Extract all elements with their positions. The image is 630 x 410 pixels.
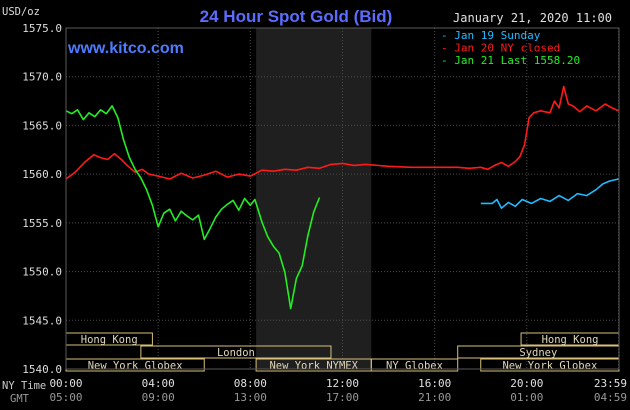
series-line-0	[480, 178, 619, 209]
x-tick-gmt-label-5: 01:00	[510, 391, 543, 404]
market-bar-4	[370, 358, 459, 372]
legend-entry-1: - Jan 20 NY closed	[441, 42, 560, 55]
nymex-session-shading	[256, 28, 372, 369]
market-bar-label-7: New York Globex	[502, 360, 597, 372]
y-axis-unit-label: USD/oz	[2, 6, 40, 18]
market-bar-1	[140, 345, 332, 359]
y-tick-label-2: 1550.0	[22, 266, 62, 279]
y-tick-label-4: 1560.0	[22, 168, 62, 181]
x-axis-gmt-label: GMT	[10, 393, 30, 405]
chart-title: 24 Hour Spot Gold (Bid)	[200, 7, 393, 26]
x-tick-ny-label-3: 12:00	[326, 377, 359, 390]
x-tick-ny-label-0: 00:00	[49, 377, 82, 390]
x-tick-ny-label-6: 23:59	[594, 377, 627, 390]
x-tick-gmt-label-4: 21:00	[418, 391, 451, 404]
shaded-session-band	[256, 28, 372, 369]
y-tick-label-0: 1540.0	[22, 363, 62, 376]
chart-date-label: January 21, 2020 11:00	[453, 11, 612, 25]
y-axis-ticks: 1540.0 1545.0 1550.0 1555.0 1560.0 1565.0 1570…	[22, 22, 62, 376]
x-axis-ny-time-label: NY Time	[2, 380, 46, 392]
series-line-1	[65, 85, 619, 180]
x-tick-ny-label-2: 08:00	[234, 377, 267, 390]
y-tick-label-7: 1575.0	[22, 22, 62, 35]
legend-entry-2: - Jan 21 Last 1558.20	[441, 54, 580, 67]
price-series	[65, 85, 619, 310]
y-tick-label-5: 1565.0	[22, 119, 62, 132]
legend-entry-0: - Jan 19 Sunday	[441, 29, 541, 42]
x-tick-gmt-label-1: 09:00	[142, 391, 175, 404]
market-bar-label-2: New York Globex	[88, 360, 183, 372]
y-tick-label-1: 1545.0	[22, 314, 62, 327]
market-bar-label-1: London	[217, 347, 255, 359]
source-watermark: www.kitco.com	[67, 40, 184, 57]
x-tick-gmt-label-2: 13:00	[234, 391, 267, 404]
market-bar-label-3: New York NYMEX	[269, 360, 358, 372]
y-tick-label-6: 1570.0	[22, 71, 62, 84]
chart-legend: - Jan 19 Sunday- Jan 20 NY closed- Jan 2…	[441, 29, 580, 67]
x-tick-ny-label-4: 16:00	[418, 377, 451, 390]
market-bar-label-4: NY Globex	[386, 360, 443, 372]
series-line-2	[65, 105, 321, 310]
x-tick-ny-label-1: 04:00	[142, 377, 175, 390]
x-tick-gmt-label-6: 04:59	[594, 391, 627, 404]
x-tick-gmt-label-0: 05:00	[49, 391, 82, 404]
x-tick-gmt-label-3: 17:00	[326, 391, 359, 404]
market-bar-label-6: Sydney	[519, 347, 557, 359]
y-tick-label-3: 1555.0	[22, 217, 62, 230]
market-bar-label-0: Hong Kong	[81, 334, 138, 346]
plot-frame	[65, 27, 620, 370]
x-tick-ny-label-5: 20:00	[510, 377, 543, 390]
market-bar-label-5: Hong Kong	[542, 334, 599, 346]
